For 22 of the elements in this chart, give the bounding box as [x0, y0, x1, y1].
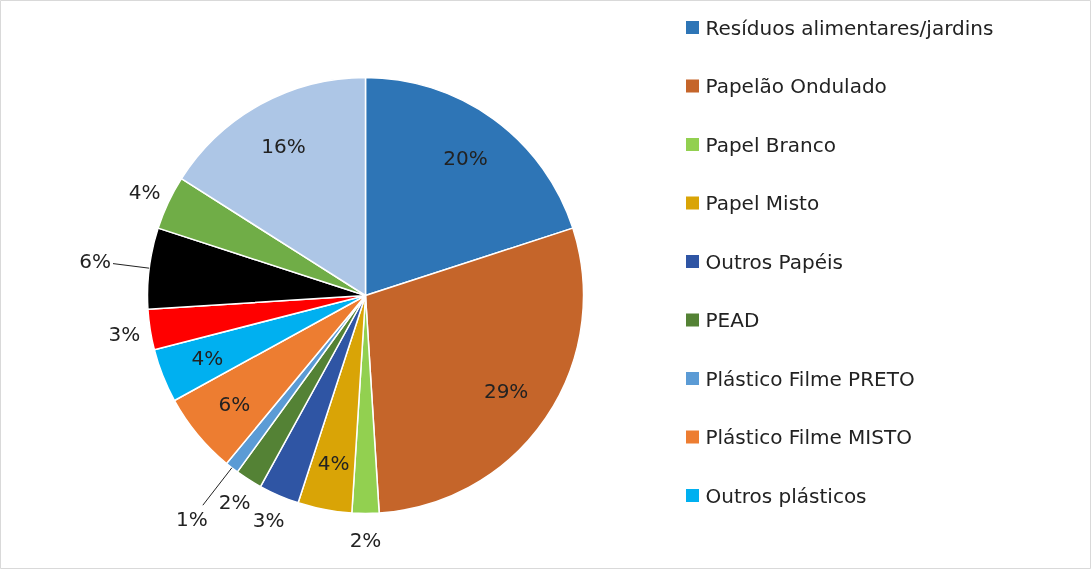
data-label: 20% — [443, 145, 488, 170]
legend-label: Outros Papéis — [705, 249, 843, 274]
data-label: 4% — [191, 346, 224, 371]
data-label: 3% — [108, 321, 141, 346]
legend-label: Resíduos alimentares/jardins — [705, 15, 994, 40]
legend-label: Outros plásticos — [705, 483, 867, 508]
data-label: 6% — [79, 249, 112, 274]
data-label: 16% — [261, 134, 306, 159]
legend-label: Plástico Filme PRETO — [705, 366, 915, 391]
legend-label: Papelão Ondulado — [705, 74, 887, 98]
data-label: 2% — [349, 527, 382, 552]
data-label: 4% — [128, 179, 161, 204]
data-label: 29% — [483, 379, 529, 404]
data-label: 2% — [218, 489, 251, 514]
data-label: 1% — [175, 507, 208, 532]
data-label: 6% — [218, 391, 251, 416]
legend-label: Papel Branco — [705, 132, 836, 157]
legend-label: Plástico Filme MISTO — [705, 425, 912, 449]
legend-label: PEAD — [705, 308, 760, 332]
legend-label: Papel Misto — [705, 191, 820, 215]
data-label: 4% — [317, 450, 350, 475]
data-label: 3% — [252, 507, 285, 532]
